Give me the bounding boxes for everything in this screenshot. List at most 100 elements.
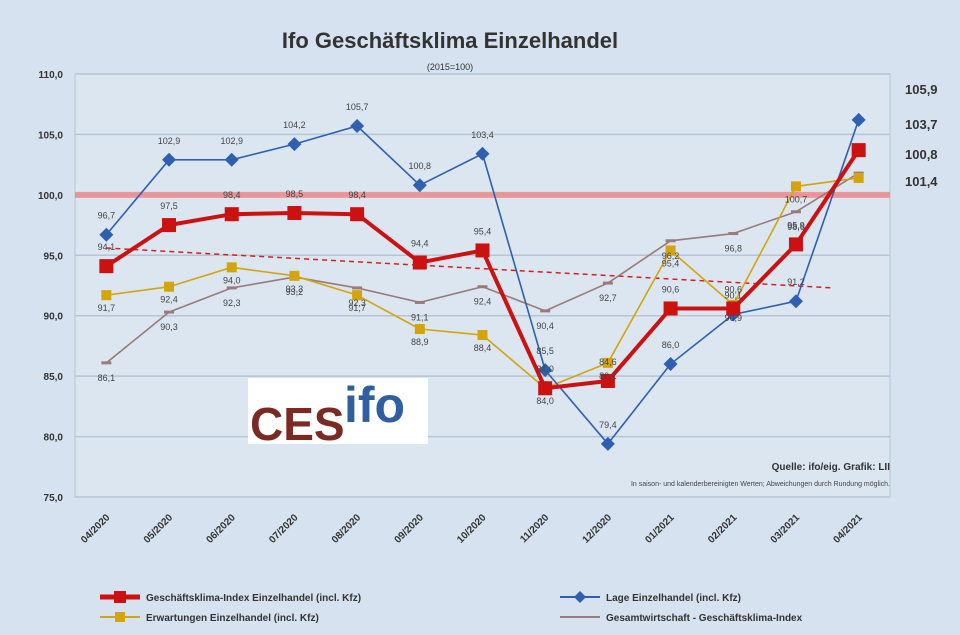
logo-ces-text: CES <box>250 398 345 450</box>
data-label: 103,4 <box>471 130 494 140</box>
data-label: 105,7 <box>346 102 369 112</box>
data-point-lage <box>162 152 177 167</box>
data-point-erwartungen <box>477 330 488 341</box>
data-point-klima <box>851 143 866 158</box>
data-label: 90,9 <box>725 313 743 323</box>
data-point-klima <box>475 243 490 258</box>
data-label: 92,4 <box>474 297 492 307</box>
data-label: 90,6 <box>662 284 680 294</box>
y-tick-label: 100,0 <box>38 191 63 202</box>
data-point-erwartungen <box>289 270 300 281</box>
x-tick-label: 01/2021 <box>643 512 677 546</box>
data-label: 91,7 <box>98 303 116 313</box>
data-label: 98,4 <box>348 190 366 200</box>
data-label: 91,2 <box>787 277 805 287</box>
data-label: 100,8 <box>409 161 432 171</box>
x-tick-label: 04/2020 <box>79 512 113 546</box>
data-label: 98,4 <box>223 190 241 200</box>
data-label: 90,1 <box>725 291 743 301</box>
y-tick-label: 85,0 <box>44 372 64 383</box>
data-label: 97,5 <box>160 201 178 211</box>
x-tick-label: 12/2020 <box>581 512 615 546</box>
end-value-label: 103,7 <box>905 117 938 132</box>
data-label: 88,4 <box>474 343 492 353</box>
data-label: 84,6 <box>599 357 617 367</box>
data-point-lage <box>663 357 678 372</box>
x-tick-label: 03/2021 <box>769 512 803 546</box>
data-label: 86,1 <box>98 373 116 383</box>
data-label: 92,7 <box>599 293 617 303</box>
x-tick-label: 09/2020 <box>393 512 427 546</box>
data-point-erwartungen <box>790 181 801 192</box>
x-tick-label: 10/2020 <box>455 512 489 546</box>
data-point-klima <box>726 301 741 316</box>
y-tick-label: 110,0 <box>39 70 64 81</box>
y-tick-label: 105,0 <box>38 130 63 141</box>
data-label: 85,5 <box>536 346 554 356</box>
y-tick-label: 80,0 <box>44 433 64 444</box>
x-tick-label: 04/2021 <box>831 512 865 546</box>
chart-title: Ifo Geschäftsklima Einzelhandel <box>282 28 618 53</box>
data-label: 102,9 <box>220 136 243 146</box>
data-label: 86,1 <box>599 371 617 381</box>
data-label: 93,2 <box>286 287 304 297</box>
x-tick-label: 05/2020 <box>142 512 176 546</box>
data-point-erwartungen <box>352 290 363 301</box>
end-value-label: 105,9 <box>905 82 938 97</box>
data-label: 90,6 <box>725 284 743 294</box>
data-point-lage <box>224 152 239 167</box>
data-label: 92,3 <box>348 298 366 308</box>
data-label: 93,3 <box>286 284 304 294</box>
data-point-klima <box>538 381 553 396</box>
data-point-klima <box>788 237 803 252</box>
data-label: 100,7 <box>785 194 808 204</box>
data-point-lage <box>475 146 490 161</box>
trend-line <box>106 247 834 289</box>
data-label: 90,4 <box>536 321 554 331</box>
data-point-lage <box>99 227 114 242</box>
data-point-erwartungen <box>226 262 237 273</box>
data-label: 96,8 <box>725 244 743 254</box>
data-point-klima <box>350 207 365 222</box>
cesifo-logo: CES ifo <box>248 377 428 450</box>
data-point-lage <box>788 294 803 309</box>
data-label: 96,7 <box>98 211 116 221</box>
data-label: 92,3 <box>223 298 241 308</box>
data-label: 79,4 <box>599 420 617 430</box>
data-label: 95,4 <box>662 258 680 268</box>
chart-subtitle: (2015=100) <box>427 62 473 72</box>
data-label: 102,9 <box>158 136 181 146</box>
data-point-erwartungen <box>414 324 425 335</box>
data-point-klima <box>663 301 678 316</box>
logo-ifo-text: ifo <box>344 377 405 433</box>
data-point-erwartungen <box>602 357 613 368</box>
x-tick-label: 02/2021 <box>706 512 740 546</box>
data-label: 98,6 <box>787 222 805 232</box>
end-value-label: 101,4 <box>905 174 938 189</box>
data-point-klima <box>412 255 427 270</box>
data-label: 95,4 <box>474 226 492 236</box>
data-label: 104,2 <box>283 120 306 130</box>
data-point-erwartungen <box>101 290 112 301</box>
legend-label-2: Erwartungen Einzelhandel (incl. Kfz) <box>146 613 319 624</box>
x-tick-label: 06/2020 <box>205 512 239 546</box>
legend-label-0: Geschäftsklima-Index Einzelhandel (incl.… <box>146 593 361 604</box>
end-value-label: 100,8 <box>905 147 938 162</box>
source-text: Quelle: ifo/eig. Grafik: LII <box>772 462 891 473</box>
data-point-erwartungen <box>853 172 864 183</box>
data-point-lage <box>600 436 615 451</box>
legend-marker <box>574 591 586 603</box>
data-label: 94,4 <box>411 239 429 249</box>
data-label: 88,9 <box>411 337 429 347</box>
note-text: In saison- und kalenderbereinigten Werte… <box>631 481 890 488</box>
data-point-lage <box>350 118 365 133</box>
data-label: 95,9 <box>787 220 805 230</box>
legend-label-1: Lage Einzelhandel (incl. Kfz) <box>606 593 741 604</box>
data-point-klima <box>224 207 239 222</box>
data-label: 98,5 <box>286 189 304 199</box>
data-point-lage <box>538 363 553 378</box>
data-label: 84,0 <box>536 396 554 406</box>
data-point-lage <box>412 178 427 193</box>
data-point-klima <box>99 259 114 274</box>
